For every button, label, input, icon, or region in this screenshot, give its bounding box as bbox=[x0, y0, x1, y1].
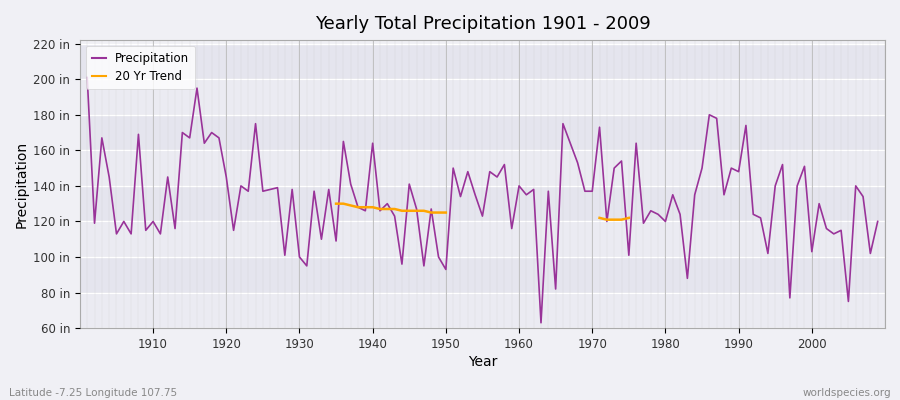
Bar bbox=[80, 44, 885, 79]
20 Yr Trend bbox=[404, 208, 415, 213]
Precipitation bbox=[140, 228, 151, 233]
20 Yr Trend bbox=[353, 205, 364, 210]
Bar bbox=[80, 222, 885, 257]
Bar bbox=[80, 115, 885, 150]
Precipitation bbox=[82, 75, 93, 80]
Text: worldspecies.org: worldspecies.org bbox=[803, 388, 891, 398]
20 Yr Trend bbox=[374, 206, 385, 211]
20 Yr Trend bbox=[367, 205, 378, 210]
20 Yr Trend bbox=[338, 201, 349, 206]
Text: Latitude -7.25 Longitude 107.75: Latitude -7.25 Longitude 107.75 bbox=[9, 388, 177, 398]
20 Yr Trend bbox=[440, 210, 451, 215]
20 Yr Trend bbox=[433, 210, 444, 215]
Legend: Precipitation, 20 Yr Trend: Precipitation, 20 Yr Trend bbox=[86, 46, 195, 88]
20 Yr Trend bbox=[389, 206, 400, 211]
Precipitation bbox=[872, 219, 883, 224]
Precipitation bbox=[608, 166, 619, 170]
20 Yr Trend bbox=[426, 210, 436, 215]
Precipitation bbox=[514, 184, 525, 188]
Bar bbox=[80, 257, 885, 292]
Y-axis label: Precipitation: Precipitation bbox=[15, 140, 29, 228]
20 Yr Trend bbox=[330, 201, 341, 206]
20 Yr Trend bbox=[411, 208, 422, 213]
Line: Precipitation: Precipitation bbox=[87, 78, 878, 323]
Precipitation bbox=[536, 320, 546, 325]
Bar bbox=[80, 79, 885, 115]
Precipitation bbox=[346, 182, 356, 186]
20 Yr Trend bbox=[360, 205, 371, 210]
20 Yr Trend bbox=[346, 203, 356, 208]
Bar bbox=[80, 150, 885, 186]
Bar bbox=[80, 186, 885, 222]
Precipitation bbox=[507, 226, 517, 231]
X-axis label: Year: Year bbox=[468, 355, 497, 369]
Precipitation bbox=[302, 264, 312, 268]
20 Yr Trend bbox=[418, 208, 429, 213]
20 Yr Trend bbox=[382, 206, 392, 211]
Line: 20 Yr Trend: 20 Yr Trend bbox=[336, 204, 446, 212]
20 Yr Trend bbox=[397, 208, 408, 213]
Title: Yearly Total Precipitation 1901 - 2009: Yearly Total Precipitation 1901 - 2009 bbox=[315, 15, 651, 33]
Bar bbox=[80, 292, 885, 328]
